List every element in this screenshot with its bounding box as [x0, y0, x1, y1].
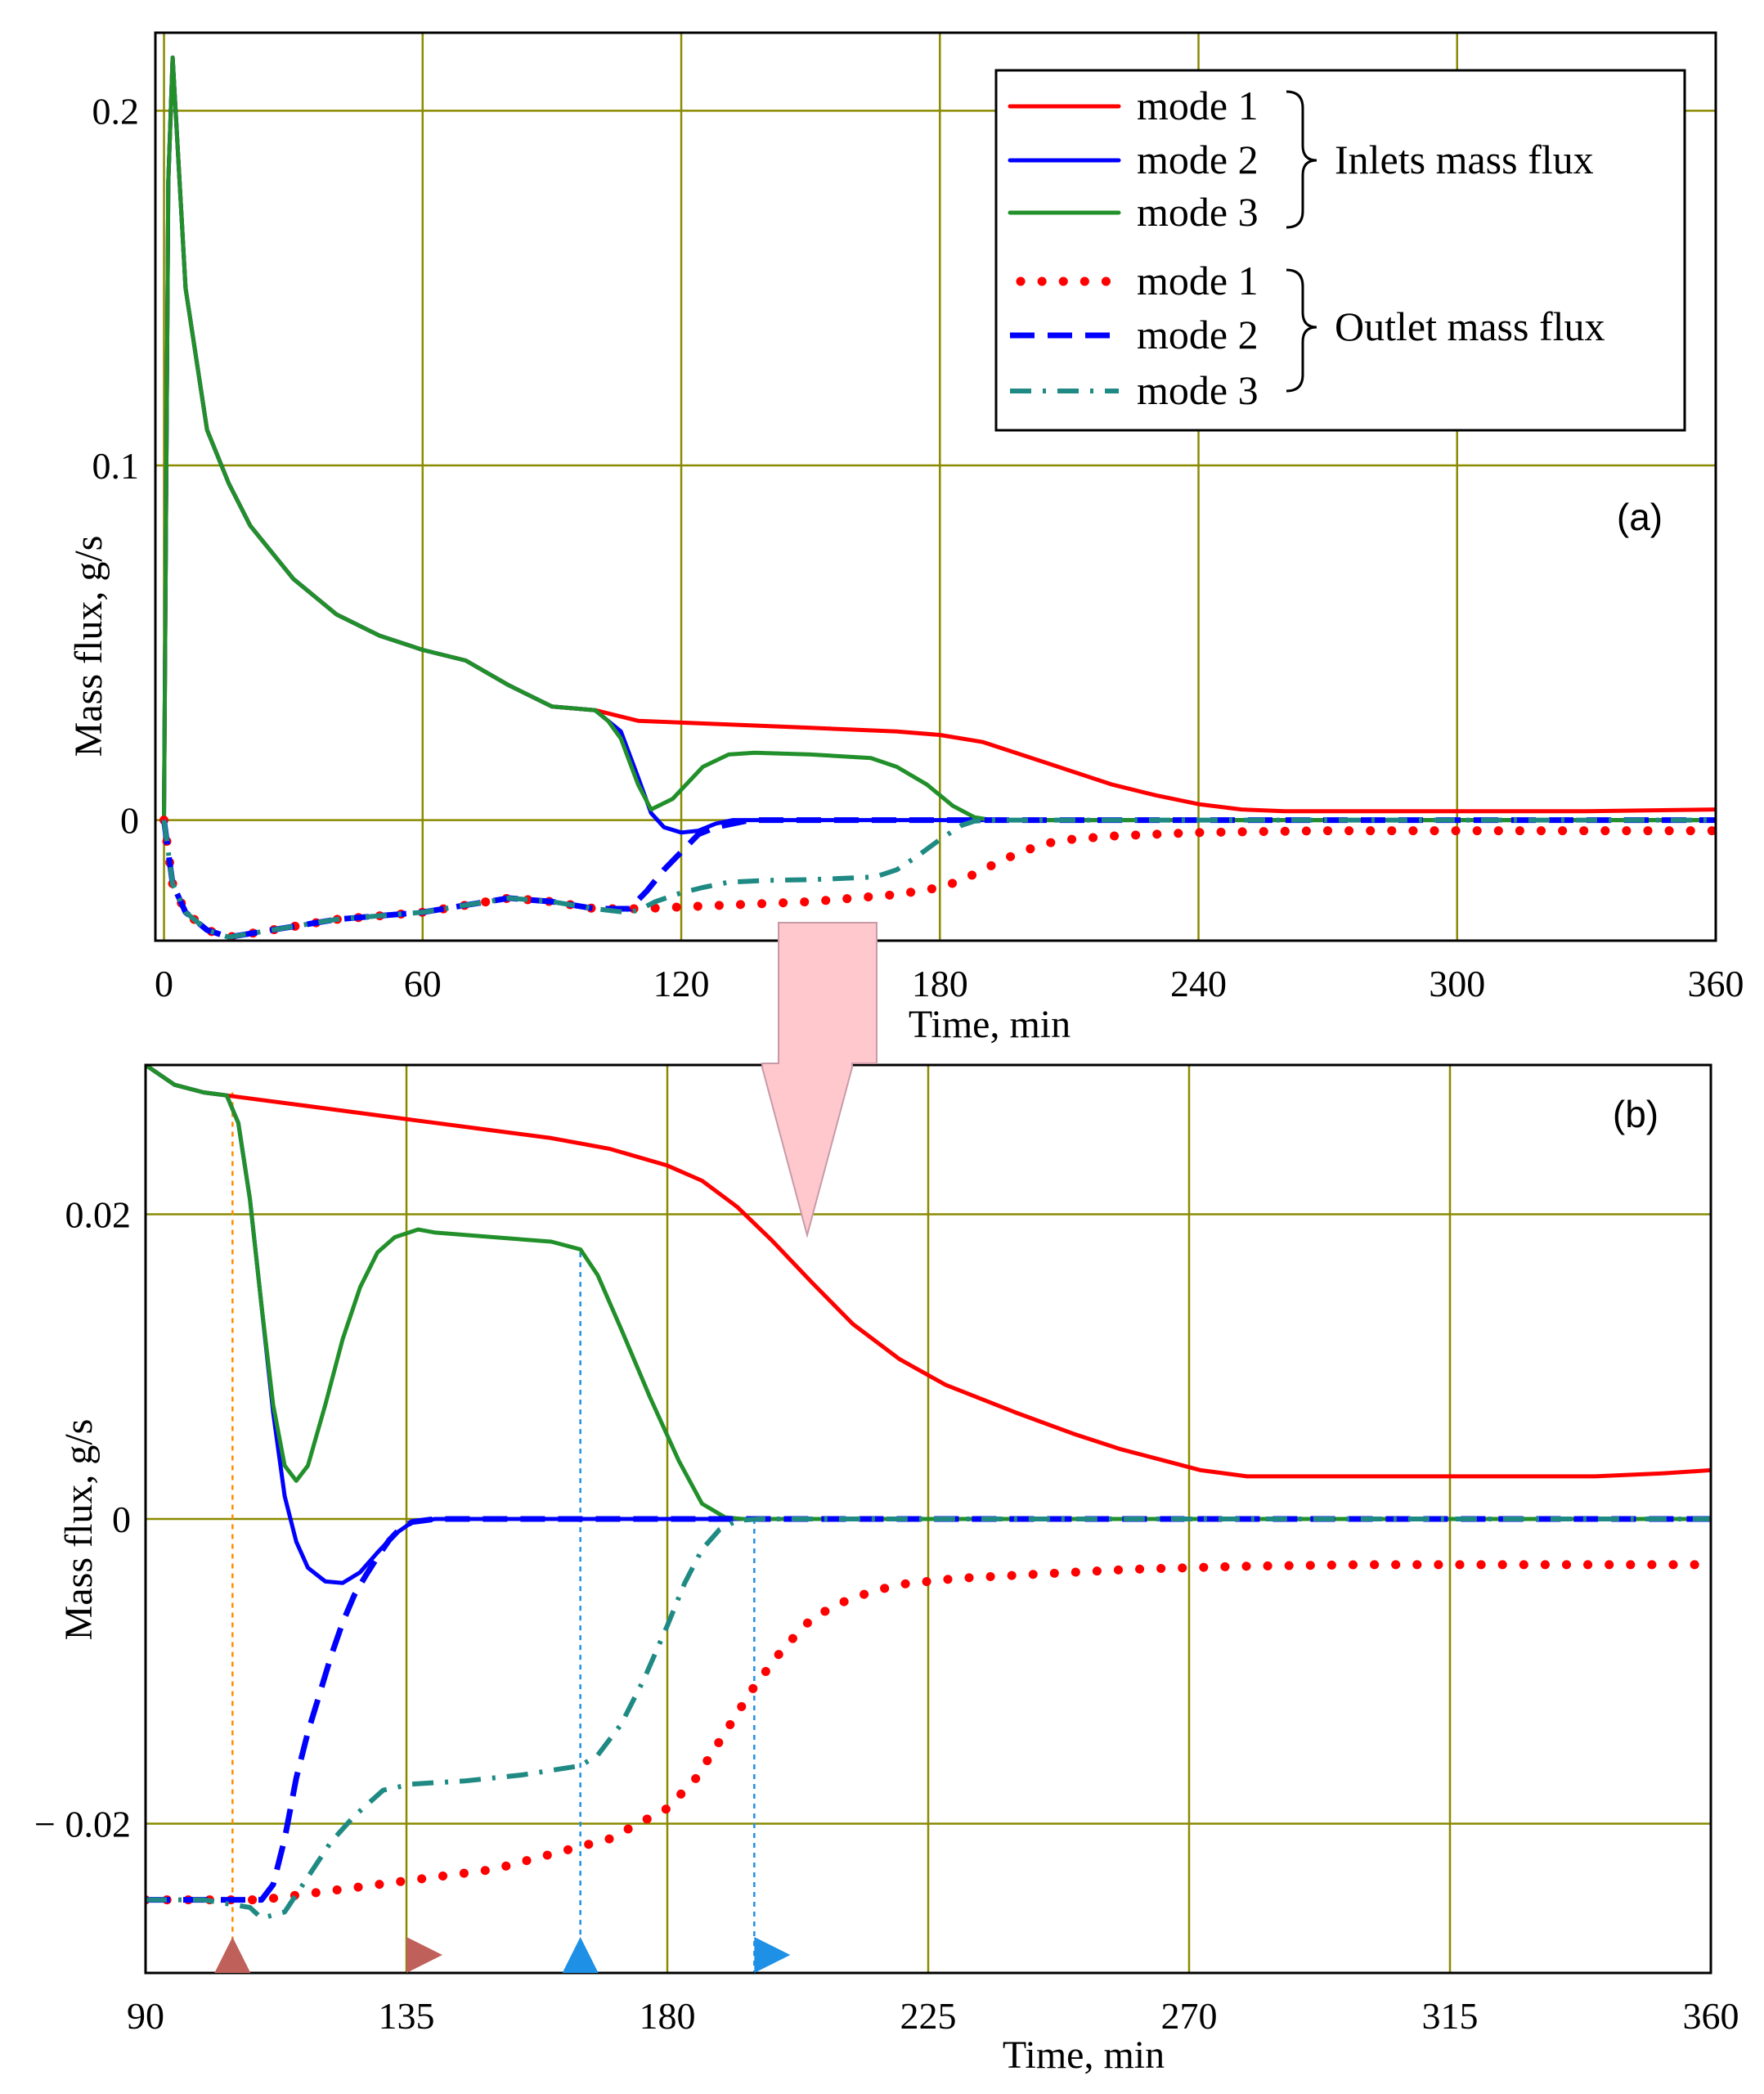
chart-panel-b: 90 135 180 225 270 315 360 0.02 0 − 0.02 Time, m…	[34, 1063, 1739, 2077]
x-tick-label: 0	[155, 963, 173, 1004]
legend-box	[994, 69, 1686, 432]
series-group-b	[146, 1065, 1711, 1921]
plot-frame-b	[144, 1063, 1712, 1975]
y-tick-labels-b: 0.02 0 − 0.02	[34, 1194, 131, 1845]
x-tick-label: 360	[1688, 963, 1744, 1004]
event-marker-up	[214, 1937, 251, 1973]
legend-brace-outlet	[1286, 268, 1317, 393]
x-tick-label: 270	[1161, 1995, 1218, 2037]
panel-tag-b: (b)	[1613, 1093, 1659, 1135]
series-line-mode-1-inlet	[146, 1065, 1711, 1479]
plot-frame-a	[154, 31, 1717, 942]
series-line-mode-3-inlet	[146, 1065, 1711, 1521]
y-tick-labels-a: 0 0.1 0.2	[92, 90, 140, 841]
series-group-a	[159, 55, 1716, 941]
event-marker-right	[406, 1937, 442, 1973]
y-tick-label: 0.02	[65, 1194, 132, 1236]
y-tick-label: 0.2	[92, 90, 140, 132]
panel-tag-a: (a)	[1617, 496, 1663, 538]
x-tick-label: 300	[1429, 963, 1485, 1004]
legend: mode 1 mode 2 mode 3 mode 1 mode 2 mode 3 Inl…	[994, 69, 1686, 432]
series-line-mode-3-outlet	[146, 1517, 1711, 1921]
zoom-arrow	[761, 922, 878, 1238]
x-tick-label: 225	[900, 1995, 957, 2037]
x-tick-label: 180	[912, 963, 968, 1004]
y-tick-label: 0	[112, 1499, 131, 1540]
x-tick-label: 90	[127, 1995, 164, 2037]
guide-lines-b	[231, 1092, 756, 1973]
legend-label: mode 1	[1137, 83, 1259, 128]
x-tick-label: 135	[379, 1995, 435, 2037]
event-markers-b	[214, 1937, 791, 1973]
x-tick-labels-a: 0 60 120 180 240 300 360	[155, 963, 1744, 1004]
x-tick-label: 315	[1422, 1995, 1479, 2037]
x-tick-label: 360	[1683, 1995, 1739, 2037]
legend-label: mode 3	[1137, 189, 1259, 235]
legend-label: mode 3	[1137, 367, 1259, 413]
legend-brace-inlet	[1286, 90, 1317, 229]
x-tick-label: 120	[653, 963, 710, 1004]
y-tick-label: 0	[120, 800, 139, 842]
legend-label: mode 2	[1137, 312, 1259, 357]
x-tick-label: 240	[1170, 963, 1227, 1004]
x-axis-label-a: Time, min	[909, 1003, 1071, 1046]
chart-panel-a: 0 60 120 180 240 300 360 0 0.1 0.2 Time, min Mas…	[67, 31, 1744, 1046]
x-tick-label: 180	[640, 1995, 696, 2037]
y-tick-label: − 0.02	[34, 1803, 131, 1845]
legend-group-outlet: Outlet mass flux	[1335, 303, 1605, 349]
series-line-mode-3-outlet	[161, 817, 1716, 940]
event-marker-up	[562, 1937, 599, 1973]
x-axis-label-b: Time, min	[1003, 2033, 1165, 2077]
legend-group-inlet: Inlets mass flux	[1335, 137, 1594, 182]
y-axis-label-b: Mass flux, g/s	[57, 1419, 101, 1641]
event-marker-right	[754, 1937, 791, 1973]
legend-entries: mode 1 mode 2 mode 3 mode 1 mode 2 mode 3	[1008, 83, 1259, 413]
y-axis-label-a: Mass flux, g/s	[67, 536, 110, 757]
legend-label: mode 2	[1137, 137, 1259, 182]
legend-label: mode 1	[1137, 258, 1259, 303]
x-tick-labels-b: 90 135 180 225 270 315 360	[127, 1995, 1739, 2037]
series-line-mode-2-outlet	[146, 1516, 1711, 1903]
series-line-mode-3-inlet	[162, 55, 1716, 823]
x-tick-label: 60	[404, 963, 442, 1004]
y-tick-label: 0.1	[92, 445, 140, 487]
